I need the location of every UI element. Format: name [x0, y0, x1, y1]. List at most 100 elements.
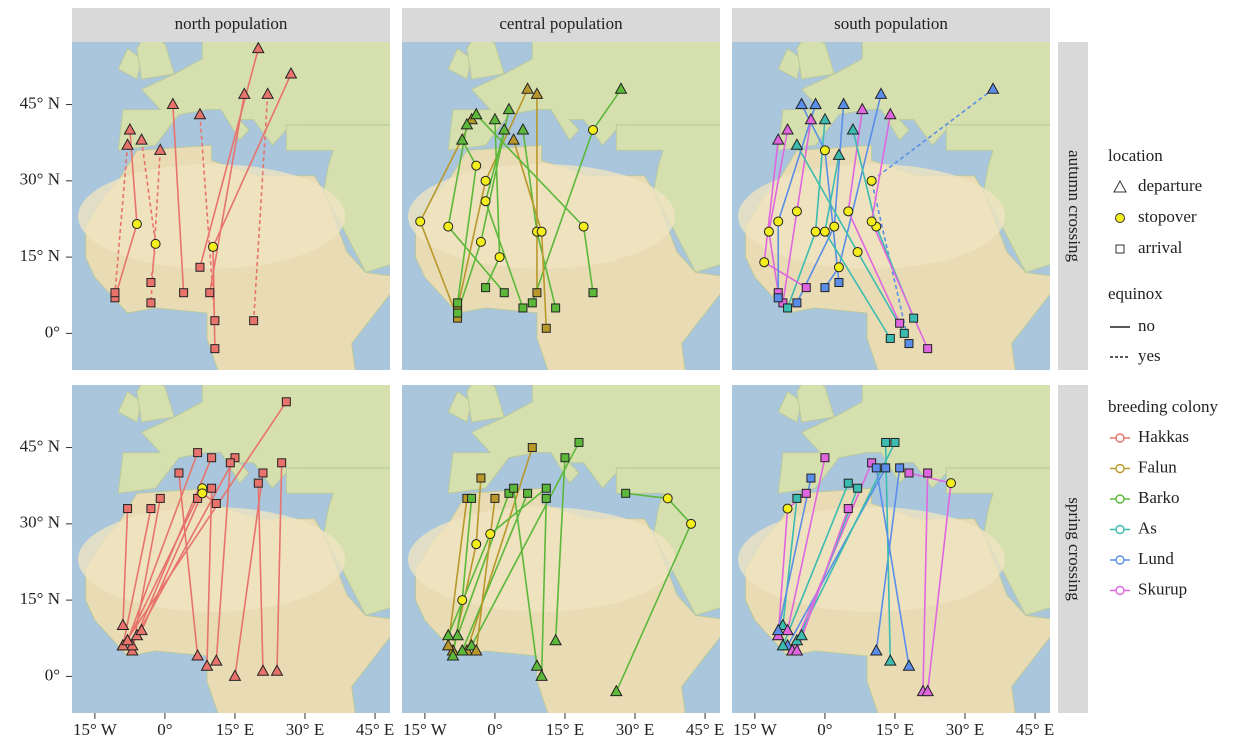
arrival-point — [454, 299, 462, 307]
legend-label: Skurup — [1138, 579, 1187, 598]
map-panel — [402, 376, 733, 722]
y-tick-label: 0° — [45, 665, 60, 684]
arrival-point — [468, 494, 476, 502]
arrival-point — [500, 289, 508, 297]
chart: north populationcentral populationsouth … — [0, 0, 1255, 749]
arrival-point — [896, 464, 904, 472]
legend-key — [1116, 434, 1124, 442]
arrival-point — [882, 464, 890, 472]
stopover-point — [834, 263, 843, 272]
arrival-point — [900, 329, 908, 337]
stopover-point — [151, 239, 160, 248]
arrival-point — [250, 317, 258, 325]
column-strip: south population — [834, 14, 948, 33]
arrival-point — [278, 459, 286, 467]
stopover-point — [444, 222, 453, 231]
arrival-point — [519, 304, 527, 312]
map-panel — [732, 33, 1063, 379]
x-tick-label: 15° E — [216, 720, 254, 739]
arrival-point — [206, 289, 214, 297]
stopover-point — [209, 242, 218, 251]
arrival-point — [491, 494, 499, 502]
stopover-point — [811, 227, 820, 236]
land — [137, 376, 174, 422]
arrival-point — [905, 340, 913, 348]
stopover-point — [663, 494, 672, 503]
column-strip: central population — [499, 14, 623, 33]
arrival-point — [175, 469, 183, 477]
legend-label: As — [1138, 518, 1157, 537]
arrival-point — [147, 279, 155, 287]
stopover-point — [458, 596, 467, 605]
arrival-point — [194, 449, 202, 457]
arrival-point — [821, 284, 829, 292]
arrival-point — [872, 464, 880, 472]
x-tick-label: 0° — [487, 720, 502, 739]
arrival-point — [211, 317, 219, 325]
arrival-point — [589, 289, 597, 297]
arrival-point — [124, 505, 132, 513]
map-panel — [72, 376, 403, 722]
stopover-point — [481, 176, 490, 185]
arrival-point — [147, 299, 155, 307]
arrival-point — [254, 479, 262, 487]
arrival-point — [844, 505, 852, 513]
arrival-point — [793, 299, 801, 307]
x-tick-label: 15° W — [73, 720, 118, 739]
arrival-point — [882, 438, 890, 446]
y-tick-label: 30° N — [20, 170, 60, 189]
arrival-point — [905, 469, 913, 477]
arrival-point — [854, 484, 862, 492]
legend-label: Falun — [1138, 457, 1177, 476]
legend-title: equinox — [1108, 284, 1163, 303]
arrival-point — [896, 319, 904, 327]
map-panel — [732, 376, 1063, 722]
stopover-point — [687, 519, 696, 528]
map-panel — [72, 33, 403, 379]
arrival-point — [533, 289, 541, 297]
stopover-point — [820, 146, 829, 155]
stopover-point — [760, 258, 769, 267]
legend-label: Hakkas — [1138, 427, 1189, 446]
arrival-point — [793, 494, 801, 502]
arrival-point — [196, 263, 204, 271]
land — [467, 376, 504, 422]
y-tick-label: 45° N — [20, 436, 60, 455]
arrival-point — [784, 304, 792, 312]
stopover-point — [947, 479, 956, 488]
stopover-point — [792, 207, 801, 216]
stopover-point — [537, 227, 546, 236]
arrival-point — [156, 494, 164, 502]
arrival-point — [226, 459, 234, 467]
x-tick-label: 15° W — [733, 720, 778, 739]
x-tick-label: 0° — [157, 720, 172, 739]
stopover-point — [495, 253, 504, 262]
stopover-point — [481, 197, 490, 206]
arrival-point — [147, 505, 155, 513]
row-strip: spring crossing — [1065, 497, 1084, 601]
arrival-point — [477, 474, 485, 482]
x-tick-label: 45° E — [686, 720, 724, 739]
y-tick-label: 15° N — [20, 589, 60, 608]
legend-key — [1116, 245, 1124, 253]
arrival-point — [886, 334, 894, 342]
arrival-point — [575, 438, 583, 446]
legend-key — [1116, 465, 1124, 473]
x-tick-label: 15° E — [546, 720, 584, 739]
legend-key — [1116, 214, 1125, 223]
arrival-point — [212, 499, 220, 507]
stopover-point — [867, 176, 876, 185]
x-tick-label: 45° E — [356, 720, 394, 739]
x-tick-label: 0° — [817, 720, 832, 739]
stopover-point — [416, 217, 425, 226]
y-tick-label: 0° — [45, 322, 60, 341]
arrival-point — [111, 289, 119, 297]
arrival-point — [552, 304, 560, 312]
legend-key — [1116, 556, 1124, 564]
arrival-point — [482, 284, 490, 292]
stopover-point — [867, 217, 876, 226]
desert — [408, 507, 675, 612]
map-panel — [402, 33, 733, 379]
stopover-point — [472, 540, 481, 549]
y-tick-label: 30° N — [20, 513, 60, 532]
